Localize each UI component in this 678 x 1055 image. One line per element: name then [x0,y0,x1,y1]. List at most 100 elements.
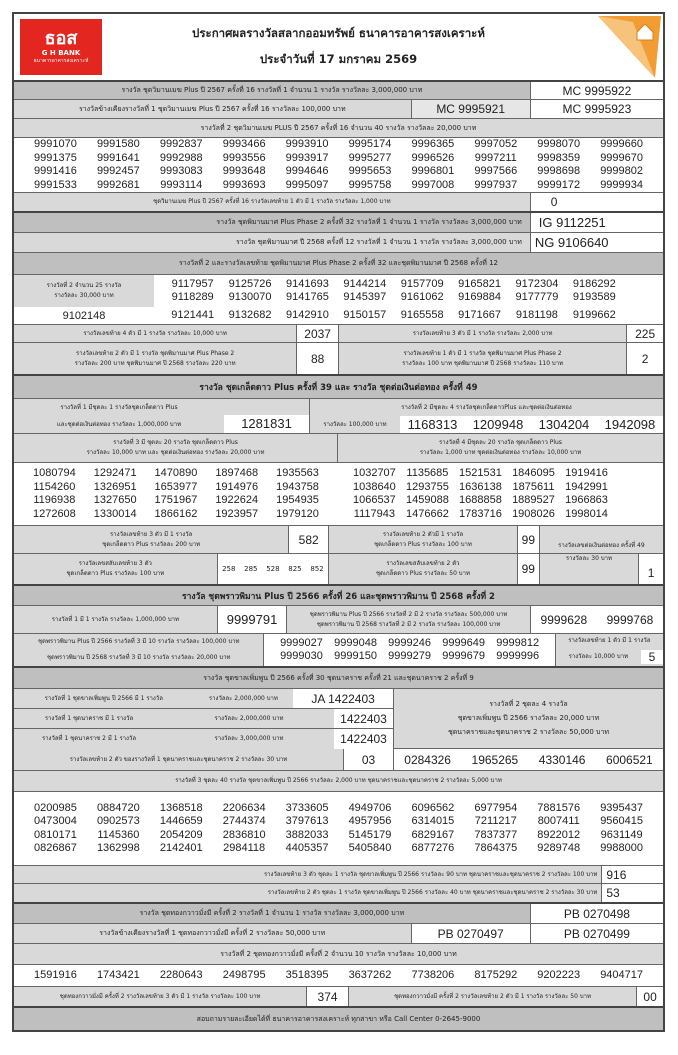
prize-number: 7864375 [474,842,518,854]
number-row: 1038640 1293755 1636138 1875611 1942991 [338,481,623,495]
prize-number: 1168313 [407,417,458,432]
s2-ng-value: NG 9106640 [530,233,663,252]
logo-text: ธอส [44,28,78,49]
s6-first-label: รางวัล ชุดทองกวาวมั่งมี ครั้งที่ 2 รางวั… [14,904,531,923]
s5-last2-label: รางวัลเลขท้าย 2 ตัว ของรางวัลที่ 1 ชุดนา… [14,749,344,770]
prize-number: 1943758 [276,480,319,493]
logo-sub: G H BANK [41,49,81,57]
s1-last1-label: ชุดวิมานเมฆ Plus ปี 2567 ครั้งที่ 16 ราง… [14,193,531,211]
footer-contact: สอบถามรายละเอียดได้ที่ ธนาคารอาคารสงเครา… [14,1008,663,1030]
prize-number: 2836810 [222,828,266,841]
prize-number: 6006521 [606,752,653,767]
prize-number: 6877276 [411,842,455,854]
number-row: 9991375 9991641 9992988 9993556 9993917 99952… [14,152,663,166]
s1-adj-value-2: MC 9995923 [530,100,663,118]
prize-number: 9132682 [228,308,272,321]
prize-number: 1919416 [565,467,608,479]
prize-number: 9999934 [600,178,644,191]
prize-number: 9992988 [159,151,203,164]
prize-number: 9999802 [600,165,644,177]
prize-number: 9991375 [34,151,77,164]
s3-p1p2-row: รางวัลที่ 1 มีชุดละ 1 รางวัลชุดเกล็ดดาว … [14,399,663,434]
s3-header-label: รางวัล ชุดเกล็ดดาว Plus ครั้งที่ 39 และ … [14,376,663,398]
prize-number: 8922012 [537,828,581,841]
prize-number: 1942991 [565,480,608,493]
prize-number: 9998698 [537,165,581,177]
number-row: 1066537 1459088 1688858 1889527 1966863 [338,494,623,508]
prize-number: 9186292 [572,277,616,290]
prize-number: 3637262 [348,968,392,981]
number-row: 1117943 1476662 1783716 1908026 1998014 [338,508,623,522]
prize-number: 1330014 [93,507,137,520]
number-row: 9991533 9992681 9993114 9993693 9995097 99957… [14,179,663,193]
prize-number: 1846095 [512,467,555,479]
header: ธอส G H BANK ธนาคารอาคารสงเคราะห์ ประกาศ… [14,14,663,82]
s4-p3-label-a: ชุดพราวพิมาน Plus ปี 2566 รางวัลที่ 3 มี… [38,638,240,645]
prize-number: 9993693 [222,178,266,191]
prize-number: 2498795 [222,968,266,981]
prize-number: 9993910 [285,138,329,150]
prize-number: 9992837 [159,138,203,150]
prize-number: 0284326 [404,752,451,767]
s4-last1-value: 5 [641,650,663,664]
s4-p3-row: ชุดพราวพิมาน Plus ปี 2566 รางวัลที่ 3 มี… [14,634,663,668]
prize-number: 2744374 [222,815,266,827]
s6-last-row: ชุดทองกวาวมั่งมี ครั้งที่ 2 รางวัลเลขท้า… [14,987,663,1008]
prize-number: 9991533 [34,178,77,191]
number-row: 9999027 9999048 9999246 9999649 9999812 [264,637,554,651]
s5-p1-block: รางวัลที่ 1 ชุดขาลเพิ่มพูน ปี 2566 มี 1 … [14,689,663,749]
prize-number: 9999246 [388,636,431,649]
prize-number: 9999279 [388,650,431,662]
prize-number: 9995174 [348,138,392,150]
prize-number: 2054209 [159,828,203,841]
prize-number: 2206634 [222,801,266,814]
prize-number: 9171667 [458,308,501,321]
s3-tt-label-b: รางวัลละ 30 บาท [539,554,640,584]
prize-number: 1979120 [276,507,319,520]
s5-last2b-value: 53 [602,884,663,902]
prize-number: 1783716 [459,507,502,520]
prize-number: 1914976 [215,480,259,493]
s5-last2-row: รางวัลเลขท้าย 2 ตัว ของรางวัลที่ 1 ชุดนา… [14,749,663,771]
prize-number: 8007411 [537,815,580,827]
number-row: 0826867 1362998 2142401 2984118 4405357 54058… [14,842,663,856]
prize-number: 9999027 [280,636,323,649]
s5-p2-values: 0284326 1965265 4330146 6006521 [394,749,663,770]
prize-number: 9289748 [537,842,581,854]
number-row: 1591916 1743421 2280643 2498795 3518395 36372… [14,969,663,983]
prize-number: 9999679 [442,650,486,662]
logo-sub2: ธนาคารอาคารสงเคราะห์ [33,58,89,64]
prize-number: 1362998 [96,842,140,854]
prize-number: 1196938 [33,494,76,506]
prize-number: 1117943 [353,507,395,520]
s4-last1-label-a: รางวัลเลขท้าย 1 ตัว มี 1 รางวัล [568,637,651,644]
number-row: 0810171 1145360 2054209 2836810 3882033 51451… [14,829,663,843]
prize-number: 1209948 [472,417,524,432]
prize-number: 1751967 [154,494,198,506]
s2-last2-label-a: รางวัลเลขท้าย 2 ตัว มี 1 รางวัล ชุดพิมาน… [75,349,235,357]
s1-adj-value-1: MC 9995921 [411,100,531,118]
prize-number: 528 [266,565,280,573]
prize-number: 1293755 [406,480,449,493]
s3-swap3-values: 258 285 528 825 852 [217,554,330,584]
number-row: 0200985 0884720 1368518 2206634 3733605 49497… [14,802,663,816]
prize-number: 1038640 [352,480,396,493]
prize-number: 9117957 [171,277,214,290]
s6-last3-label: ชุดทองกวาวมั่งมี ครั้งที่ 2 รางวัลเลขท้า… [14,987,308,1006]
s3-tt-value: 1 [639,554,663,584]
prize-number: 9996801 [411,165,455,177]
prize-number: 9144214 [343,277,387,290]
prize-number: 9141765 [286,291,329,304]
prize-number: 4330146 [538,752,586,767]
s4-header-label: รางวัล ชุดพราวพิมาน Plus ปี 2566 ครั้งที… [14,586,663,605]
prize-number: 9999030 [280,650,323,662]
prize-number: 9560415 [600,815,644,827]
prize-number: 8175292 [474,968,518,981]
s5-p1-label: รางวัลที่ 1 ชุดนาคราช 2 มี 1 รางวัล [14,729,164,749]
prize-number: 1866162 [154,507,198,520]
s1-adj-label: รางวัลข้างเคียงรางวัลที่ 1 ชุดวิมานเมฆ P… [14,100,412,118]
lottery-results-sheet: ธอส G H BANK ธนาคารอาคารสงเคราะห์ ประกาศ… [12,12,665,1032]
prize-number: 9999812 [496,636,540,649]
prize-number: 9988000 [600,842,644,854]
s2-last2-label-b: รางวัลละ 200 บาท ชุดพิมานมาศ ปี 2568 ราง… [74,359,236,367]
